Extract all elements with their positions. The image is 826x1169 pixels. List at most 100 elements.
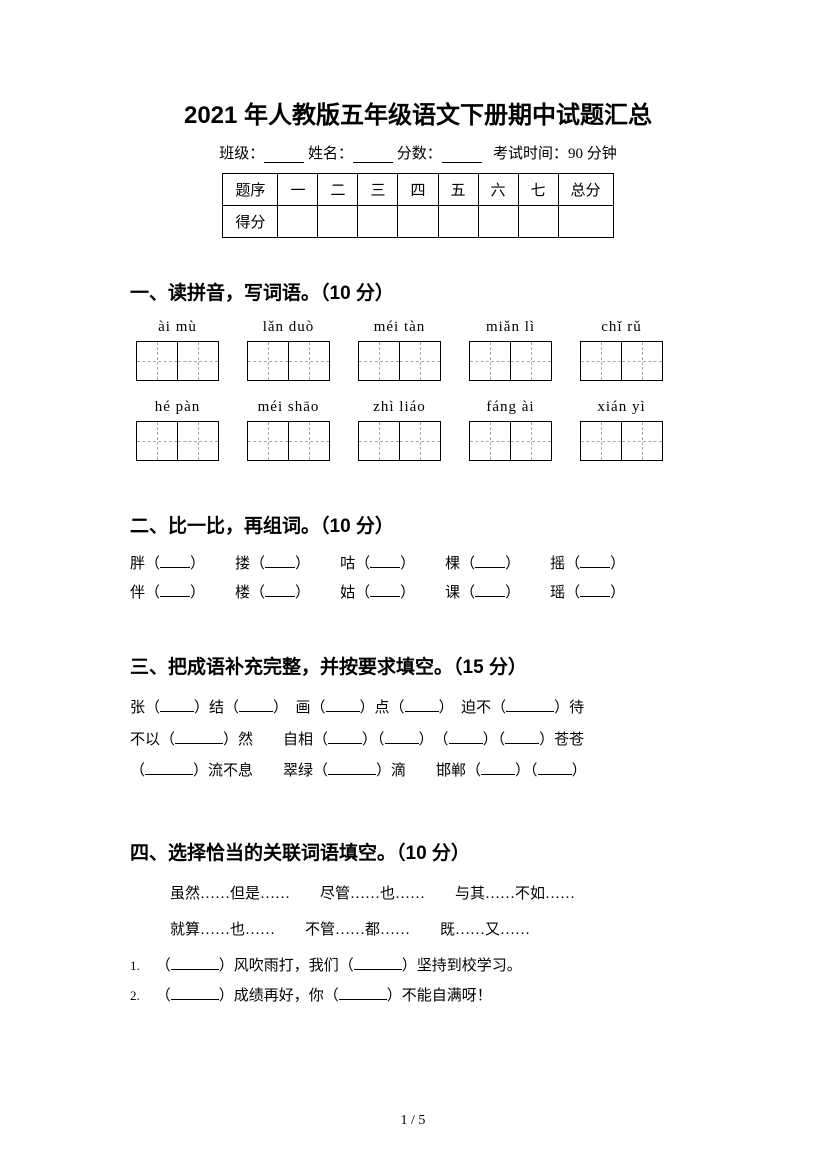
num: 1. [130,953,152,979]
cell[interactable] [438,206,478,238]
char-box[interactable] [358,421,400,461]
blank[interactable] [354,958,402,970]
pinyin-label: chǐ rǔ [601,319,642,336]
char-box[interactable] [510,421,552,461]
char-box[interactable] [288,421,330,461]
blank[interactable] [481,763,515,775]
cell[interactable] [278,206,318,238]
char-box[interactable] [247,421,289,461]
blank[interactable] [326,700,360,712]
word-compare-item: 课（） [445,581,520,602]
blank[interactable] [145,763,193,775]
blank[interactable] [175,732,223,744]
blank[interactable] [449,732,483,744]
blank[interactable] [506,700,554,712]
blank[interactable] [171,988,219,1000]
blank[interactable] [160,700,194,712]
char-box[interactable] [510,341,552,381]
char: 课（ [445,585,475,601]
page-title: 2021 年人教版五年级语文下册期中试题汇总 [130,95,706,130]
pinyin-label: ài mù [158,319,197,336]
char-box[interactable] [136,421,178,461]
blank[interactable] [265,556,295,568]
cell[interactable] [558,206,613,238]
char: 搂（ [235,556,265,572]
text: ）成绩再好，你（ [219,988,339,1004]
pinyin-label: fáng ài [486,399,534,416]
word-row-1: 胖（）搂（）咕（）棵（）摇（） [130,552,706,573]
blank[interactable] [580,556,610,568]
pinyin-row-1: ài mùlǎn duòméi tànmiǎn lìchǐ rǔ [130,319,706,381]
blank[interactable] [328,763,376,775]
class-blank[interactable] [264,149,304,163]
char-box[interactable] [580,341,622,381]
exam-time: 考试时间：90 分钟 [493,146,617,162]
class-label: 班级： [219,146,264,162]
char-box[interactable] [469,341,511,381]
blank[interactable] [160,556,190,568]
text: ） [572,763,587,779]
blank[interactable] [538,763,572,775]
char: 伴（ [130,585,160,601]
char-box[interactable] [621,341,663,381]
cell[interactable] [518,206,558,238]
text: 不以（ [130,732,175,748]
pinyin-label: zhì liáo [373,399,426,416]
char-box[interactable] [621,421,663,461]
char: 楼（ [235,585,265,601]
section1-heading: 一、读拼音，写词语。（10 分） [130,278,706,305]
blank[interactable] [339,988,387,1000]
char-box-group [580,421,663,461]
cell[interactable] [358,206,398,238]
blank[interactable] [385,732,419,744]
section4-heading: 四、选择恰当的关联词语填空。（10 分） [130,838,706,865]
char-box[interactable] [399,421,441,461]
table-row: 题序 一 二 三 四 五 六 七 总分 [223,174,613,206]
char-box[interactable] [247,341,289,381]
char-box[interactable] [580,421,622,461]
char-box[interactable] [469,421,511,461]
char-box-group [247,421,330,461]
blank[interactable] [370,585,400,597]
cell: 七 [518,174,558,206]
char-box[interactable] [177,341,219,381]
blank[interactable] [370,556,400,568]
blank[interactable] [580,585,610,597]
blank[interactable] [405,700,439,712]
pinyin-item: fáng ài [469,399,552,461]
text: （ [156,958,171,974]
blank[interactable] [239,700,273,712]
char: 咕（ [340,556,370,572]
char-box[interactable] [177,421,219,461]
info-line: 班级： 姓名： 分数： 考试时间：90 分钟 [130,142,706,163]
blank[interactable] [475,585,505,597]
paren-close: ） [610,585,625,601]
blank[interactable] [328,732,362,744]
cell: 四 [398,174,438,206]
text: 张（ [130,700,160,716]
paren-close: ） [505,556,520,572]
cell[interactable] [398,206,438,238]
char-box[interactable] [399,341,441,381]
cell[interactable] [478,206,518,238]
blank[interactable] [160,585,190,597]
text: ）苍苍 [539,732,584,748]
idiom-line-2: 不以（）然 自相（）（） （）（）苍苍 [130,725,706,757]
blank[interactable] [475,556,505,568]
blank[interactable] [171,958,219,970]
pinyin-item: méi tàn [358,319,441,381]
blank[interactable] [505,732,539,744]
text: ）（ [515,763,538,779]
name-blank[interactable] [353,149,393,163]
blank[interactable] [265,585,295,597]
page-footer: 1 / 5 [0,1113,826,1129]
char-box[interactable] [136,341,178,381]
char-box[interactable] [358,341,400,381]
pinyin-item: hé pàn [136,399,219,461]
pinyin-item: méi shāo [247,399,330,461]
score-blank[interactable] [442,149,482,163]
cell[interactable] [318,206,358,238]
pinyin-label: méi shāo [258,399,320,416]
char-box[interactable] [288,341,330,381]
conj-options-2: 就算……也…… 不管……都…… 既……又…… [130,915,706,945]
